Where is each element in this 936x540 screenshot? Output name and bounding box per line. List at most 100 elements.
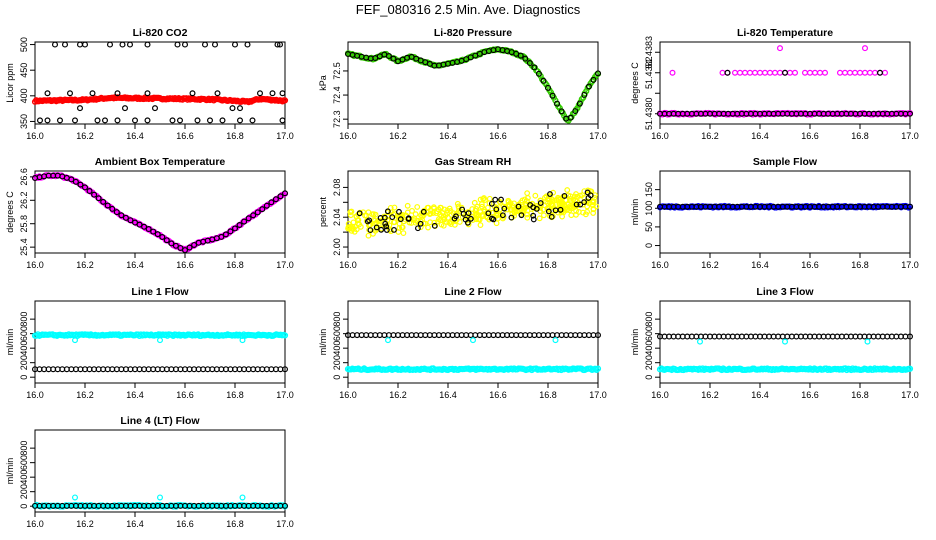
y-tick-label: 600: [19, 326, 29, 341]
x-tick-label: 16.2: [389, 390, 407, 400]
y-axis-label: degrees C: [630, 62, 640, 104]
y-tick-label: 0: [644, 243, 654, 248]
x-tick-label: 16.0: [339, 390, 357, 400]
chart-panel-7: Line 2 Flow 16.0 16.2 16.4 16.6 16.8 17.0 0 2004…: [318, 286, 607, 400]
data-point: [567, 114, 574, 121]
data-point: [168, 240, 175, 247]
data-point: [836, 69, 843, 76]
y-axis-label: ml/min: [5, 458, 15, 485]
data-point: [736, 69, 743, 76]
chart-title: Li-820 Pressure: [434, 27, 512, 39]
data-point: [382, 220, 389, 227]
y-tick-label: 400: [332, 341, 342, 356]
data-point: [154, 231, 161, 238]
data-point: [202, 41, 209, 48]
data-point: [477, 209, 484, 215]
data-point: [194, 117, 201, 124]
x-tick-label: 17.0: [589, 390, 607, 400]
data-point: [414, 225, 421, 232]
data-point: [906, 333, 913, 340]
data-point: [573, 201, 580, 208]
plot-frame: [34, 429, 286, 513]
data-point: [524, 211, 531, 218]
data-points: [31, 41, 289, 124]
chart-panel-5: Sample Flow 16.0 16.2 16.4 16.6 16.8 17.0 0 50 10…: [630, 156, 919, 270]
y-tick-label: 400: [644, 341, 654, 356]
data-point: [245, 215, 252, 222]
data-point: [106, 41, 113, 48]
data-point: [861, 45, 868, 52]
x-tick-label: 16.0: [651, 260, 669, 270]
x-tick-label: 16.8: [226, 519, 244, 529]
data-point: [272, 196, 279, 203]
x-tick-label: 16.0: [651, 131, 669, 141]
data-point: [791, 69, 798, 76]
data-point: [564, 187, 571, 193]
data-point: [236, 221, 243, 228]
data-point: [113, 209, 120, 216]
data-point: [505, 197, 512, 204]
data-point: [145, 226, 152, 233]
data-point: [786, 69, 793, 76]
data-point: [127, 217, 134, 224]
data-point: [575, 209, 582, 215]
data-point: [444, 207, 451, 214]
x-tick-label: 16.2: [389, 131, 407, 141]
chart-panel-9: Line 4 (LT) Flow 16.0 16.2 16.4 16.6 16.8 17.0…: [5, 415, 294, 529]
data-point: [490, 216, 497, 223]
data-point: [554, 100, 561, 107]
data-point: [581, 91, 588, 98]
data-point: [363, 212, 370, 219]
data-point: [440, 222, 447, 229]
data-point: [118, 212, 125, 219]
data-point: [540, 206, 547, 213]
series-black-temp: [31, 172, 289, 254]
data-point: [561, 193, 568, 199]
plot-frame: [659, 41, 911, 125]
data-point: [530, 216, 537, 223]
data-point: [731, 69, 738, 76]
x-tick-label: 16.2: [76, 519, 94, 529]
x-tick-label: 16.4: [126, 390, 144, 400]
data-point: [366, 217, 373, 224]
data-point: [385, 337, 392, 344]
y-tick-label: 600: [644, 326, 654, 341]
data-point: [279, 90, 286, 97]
data-point: [71, 337, 78, 344]
data-point: [493, 206, 500, 213]
data-point: [587, 192, 594, 199]
x-tick-label: 16.4: [439, 131, 457, 141]
data-point: [400, 230, 407, 237]
data-point: [439, 210, 446, 216]
data-point: [866, 69, 873, 76]
x-tick-label: 16.2: [389, 260, 407, 270]
data-point: [446, 219, 453, 226]
x-tick-label: 16.6: [801, 131, 819, 141]
y-tick-label: 600: [332, 326, 342, 341]
data-point: [906, 110, 913, 117]
y-tick-label: 450: [19, 63, 29, 78]
data-point: [144, 90, 151, 97]
data-point: [550, 189, 557, 196]
data-point: [472, 210, 479, 217]
data-point: [345, 221, 352, 227]
data-point: [169, 117, 176, 124]
data-point: [157, 494, 164, 501]
data-point: [594, 365, 602, 372]
x-tick-label: 16.0: [26, 390, 44, 400]
data-point: [372, 211, 379, 218]
data-point: [549, 92, 556, 99]
data-point: [396, 225, 403, 231]
chart-title: Sample Flow: [753, 156, 818, 168]
data-point: [524, 207, 531, 214]
y-axis-label: ml/min: [5, 329, 15, 356]
data-point: [414, 204, 421, 210]
data-point: [821, 69, 828, 76]
data-point: [232, 41, 239, 48]
data-point: [477, 222, 484, 228]
data-point: [546, 206, 552, 213]
data-point: [237, 117, 244, 124]
data-point: [585, 83, 592, 90]
data-point: [218, 233, 225, 240]
x-tick-label: 17.0: [589, 260, 607, 270]
